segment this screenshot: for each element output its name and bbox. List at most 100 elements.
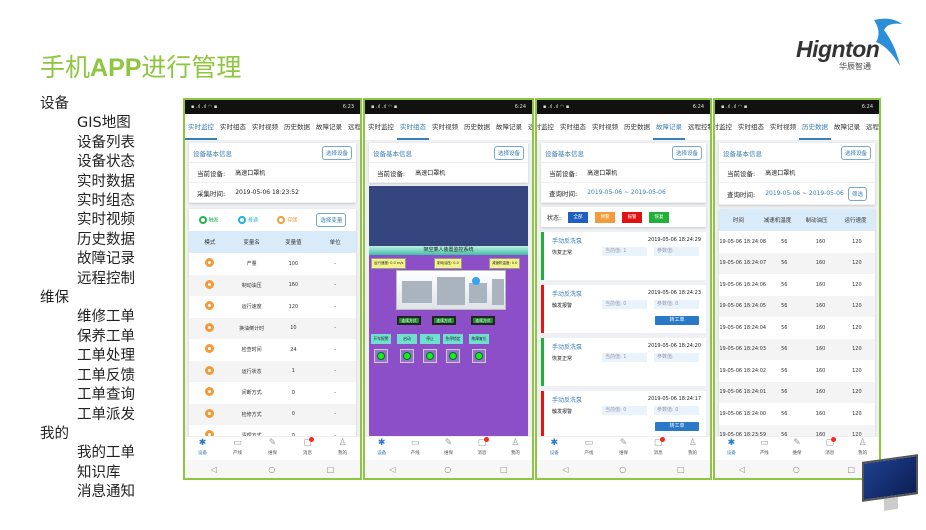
- table-row[interactable]: 运行状态 1 -: [189, 360, 356, 382]
- tab-4[interactable]: 故障记录: [316, 123, 342, 131]
- nav-3[interactable]: ▢ 消息: [641, 437, 676, 460]
- tab-3[interactable]: 历史数据: [624, 123, 650, 131]
- table-row[interactable]: 检查时间 24 -: [189, 339, 356, 361]
- filter-button[interactable]: 筛选: [847, 186, 867, 201]
- fault-record[interactable]: 手动反洗泵 2019-05-06 18:24:29 恢复正常 当前值: 1 参数值:: [541, 232, 706, 280]
- nav-1[interactable]: ▭ 产线: [398, 437, 431, 460]
- nav-4[interactable]: ♙ 我的: [675, 437, 710, 460]
- tab-1[interactable]: 实时组态: [397, 114, 429, 140]
- tab-3[interactable]: 历史数据: [464, 123, 490, 131]
- tab-2[interactable]: 实时视频: [252, 123, 278, 131]
- recents-icon[interactable]: □: [500, 464, 508, 474]
- create-work-order-button[interactable]: 转工单: [655, 422, 699, 431]
- fault-record[interactable]: 手动反洗泵 2019-05-06 18:24:23 触发报警 当前值: 0 参数值: 0…: [541, 285, 706, 333]
- status-filter-2[interactable]: 报警: [622, 211, 643, 223]
- tab-0[interactable]: 实时监控: [713, 123, 732, 131]
- menu-item[interactable]: 实时组态: [77, 193, 135, 210]
- table-row[interactable]: 换油倒计时 10 -: [189, 317, 356, 339]
- table-row[interactable]: 产量 100 -: [189, 253, 356, 275]
- tab-0[interactable]: 实时监控: [368, 123, 394, 131]
- tab-1[interactable]: 实时组态: [560, 123, 586, 131]
- select-device-button[interactable]: 选择设备: [671, 145, 702, 160]
- nav-2[interactable]: ✎ 维保: [432, 437, 465, 460]
- menu-item[interactable]: 消息通知: [77, 484, 135, 501]
- nav-0[interactable]: ✱ 设备: [715, 437, 748, 460]
- tab-3[interactable]: 历史数据: [799, 114, 831, 140]
- nav-4[interactable]: ♙ 我的: [499, 437, 532, 460]
- home-icon[interactable]: ○: [792, 464, 800, 474]
- tab-5[interactable]: 远程控制: [525, 114, 532, 140]
- select-device-button[interactable]: 选择设备: [840, 145, 871, 160]
- menu-item[interactable]: 保养工单: [77, 328, 135, 345]
- select-variable-button[interactable]: 选择变量: [316, 213, 347, 227]
- table-row[interactable]: 运行速度 120 -: [189, 296, 356, 318]
- menu-item[interactable]: GIS地图: [77, 115, 131, 132]
- table-row[interactable]: 2019-05-06 18:24:06 56 160 120: [719, 274, 875, 296]
- menu-category[interactable]: 维保: [40, 290, 69, 307]
- nav-1[interactable]: ▭ 产线: [748, 437, 781, 460]
- back-icon[interactable]: ◁: [562, 464, 569, 474]
- tab-2[interactable]: 实时视频: [770, 123, 796, 131]
- tab-0[interactable]: 实时监控: [535, 123, 554, 131]
- nav-0[interactable]: ✱ 设备: [537, 437, 572, 460]
- menu-item[interactable]: 历史数据: [77, 231, 135, 248]
- nav-4[interactable]: ♙ 我的: [325, 437, 360, 460]
- select-device-button[interactable]: 选择设备: [493, 145, 524, 160]
- menu-category[interactable]: 设备: [40, 96, 69, 112]
- nav-3[interactable]: ▢ 消息: [465, 437, 498, 460]
- tab-2[interactable]: 实时视频: [592, 123, 618, 131]
- table-row[interactable]: 2019-05-06 18:24:01 56 160 120: [719, 381, 875, 403]
- mode-button[interactable]: 连续方式: [471, 316, 495, 325]
- back-icon[interactable]: ◁: [389, 464, 396, 474]
- fault-record[interactable]: 手动反洗泵 2019-05-06 18:24:17 触发报警 当前值: 0 参数值: 0…: [541, 391, 706, 439]
- nav-0[interactable]: ✱ 设备: [185, 437, 220, 460]
- control-button[interactable]: 急停锁定: [443, 334, 463, 344]
- tab-1[interactable]: 实时组态: [220, 123, 246, 131]
- nav-1[interactable]: ▭ 产线: [572, 437, 607, 460]
- menu-item[interactable]: 工单反馈: [77, 367, 135, 384]
- control-button[interactable]: 启动: [397, 334, 417, 344]
- home-icon[interactable]: ○: [619, 464, 627, 474]
- nav-2[interactable]: ✎ 维保: [606, 437, 641, 460]
- status-filter-1[interactable]: 预警: [595, 211, 616, 223]
- nav-3[interactable]: ▢ 消息: [290, 437, 325, 460]
- select-device-button[interactable]: 选择设备: [321, 145, 352, 160]
- table-row[interactable]: 2019-05-06 18:24:03 56 160 120: [719, 338, 875, 360]
- home-icon[interactable]: ○: [268, 464, 276, 474]
- back-icon[interactable]: ◁: [210, 464, 217, 474]
- nav-4[interactable]: ♙ 我的: [846, 437, 879, 460]
- tab-5[interactable]: 远程控制: [866, 123, 879, 131]
- tab-4[interactable]: 故障记录: [496, 123, 522, 131]
- table-row[interactable]: 间断方式 0 -: [189, 382, 356, 404]
- nav-1[interactable]: ▭ 产线: [220, 437, 255, 460]
- table-row[interactable]: 2019-05-06 18:24:07 56 160 120: [719, 252, 875, 274]
- status-filter-3[interactable]: 恢复: [649, 211, 670, 223]
- recents-icon[interactable]: □: [677, 464, 685, 474]
- nav-2[interactable]: ✎ 维保: [255, 437, 290, 460]
- mode-button[interactable]: 连续方式: [432, 316, 456, 325]
- menu-item[interactable]: 故障记录: [77, 251, 135, 268]
- menu-item[interactable]: 维修工单: [77, 309, 135, 326]
- recents-icon[interactable]: □: [847, 464, 856, 474]
- control-button[interactable]: 停止: [420, 334, 440, 344]
- mode-button[interactable]: 连续方式: [397, 316, 421, 325]
- recents-icon[interactable]: □: [326, 464, 335, 474]
- status-filter-0[interactable]: 全部: [568, 211, 589, 223]
- tab-2[interactable]: 实时视频: [432, 123, 458, 131]
- nav-3[interactable]: ▢ 消息: [813, 437, 846, 460]
- menu-item[interactable]: 工单处理: [77, 348, 135, 365]
- fault-record[interactable]: 手动反洗泵 2019-05-06 18:24:20 恢复正常 当前值: 1 参数值:: [541, 338, 706, 386]
- table-row[interactable]: 2019-05-06 18:24:05 56 160 120: [719, 295, 875, 317]
- home-icon[interactable]: ○: [444, 464, 452, 474]
- control-button[interactable]: 开车报警: [371, 334, 391, 344]
- create-work-order-button[interactable]: 转工单: [655, 316, 699, 325]
- menu-item[interactable]: 远程控制: [77, 270, 135, 287]
- back-icon[interactable]: ◁: [738, 464, 746, 474]
- menu-item[interactable]: 知识库: [77, 464, 121, 481]
- table-row[interactable]: 2019-05-06 18:24:02 56 160 120: [719, 360, 875, 382]
- tab-3[interactable]: 历史数据: [284, 123, 310, 131]
- nav-0[interactable]: ✱ 设备: [365, 437, 398, 460]
- table-row[interactable]: 检修方式 0 -: [189, 403, 356, 425]
- menu-item[interactable]: 设备列表: [77, 134, 135, 151]
- menu-item[interactable]: 我的工单: [77, 445, 135, 462]
